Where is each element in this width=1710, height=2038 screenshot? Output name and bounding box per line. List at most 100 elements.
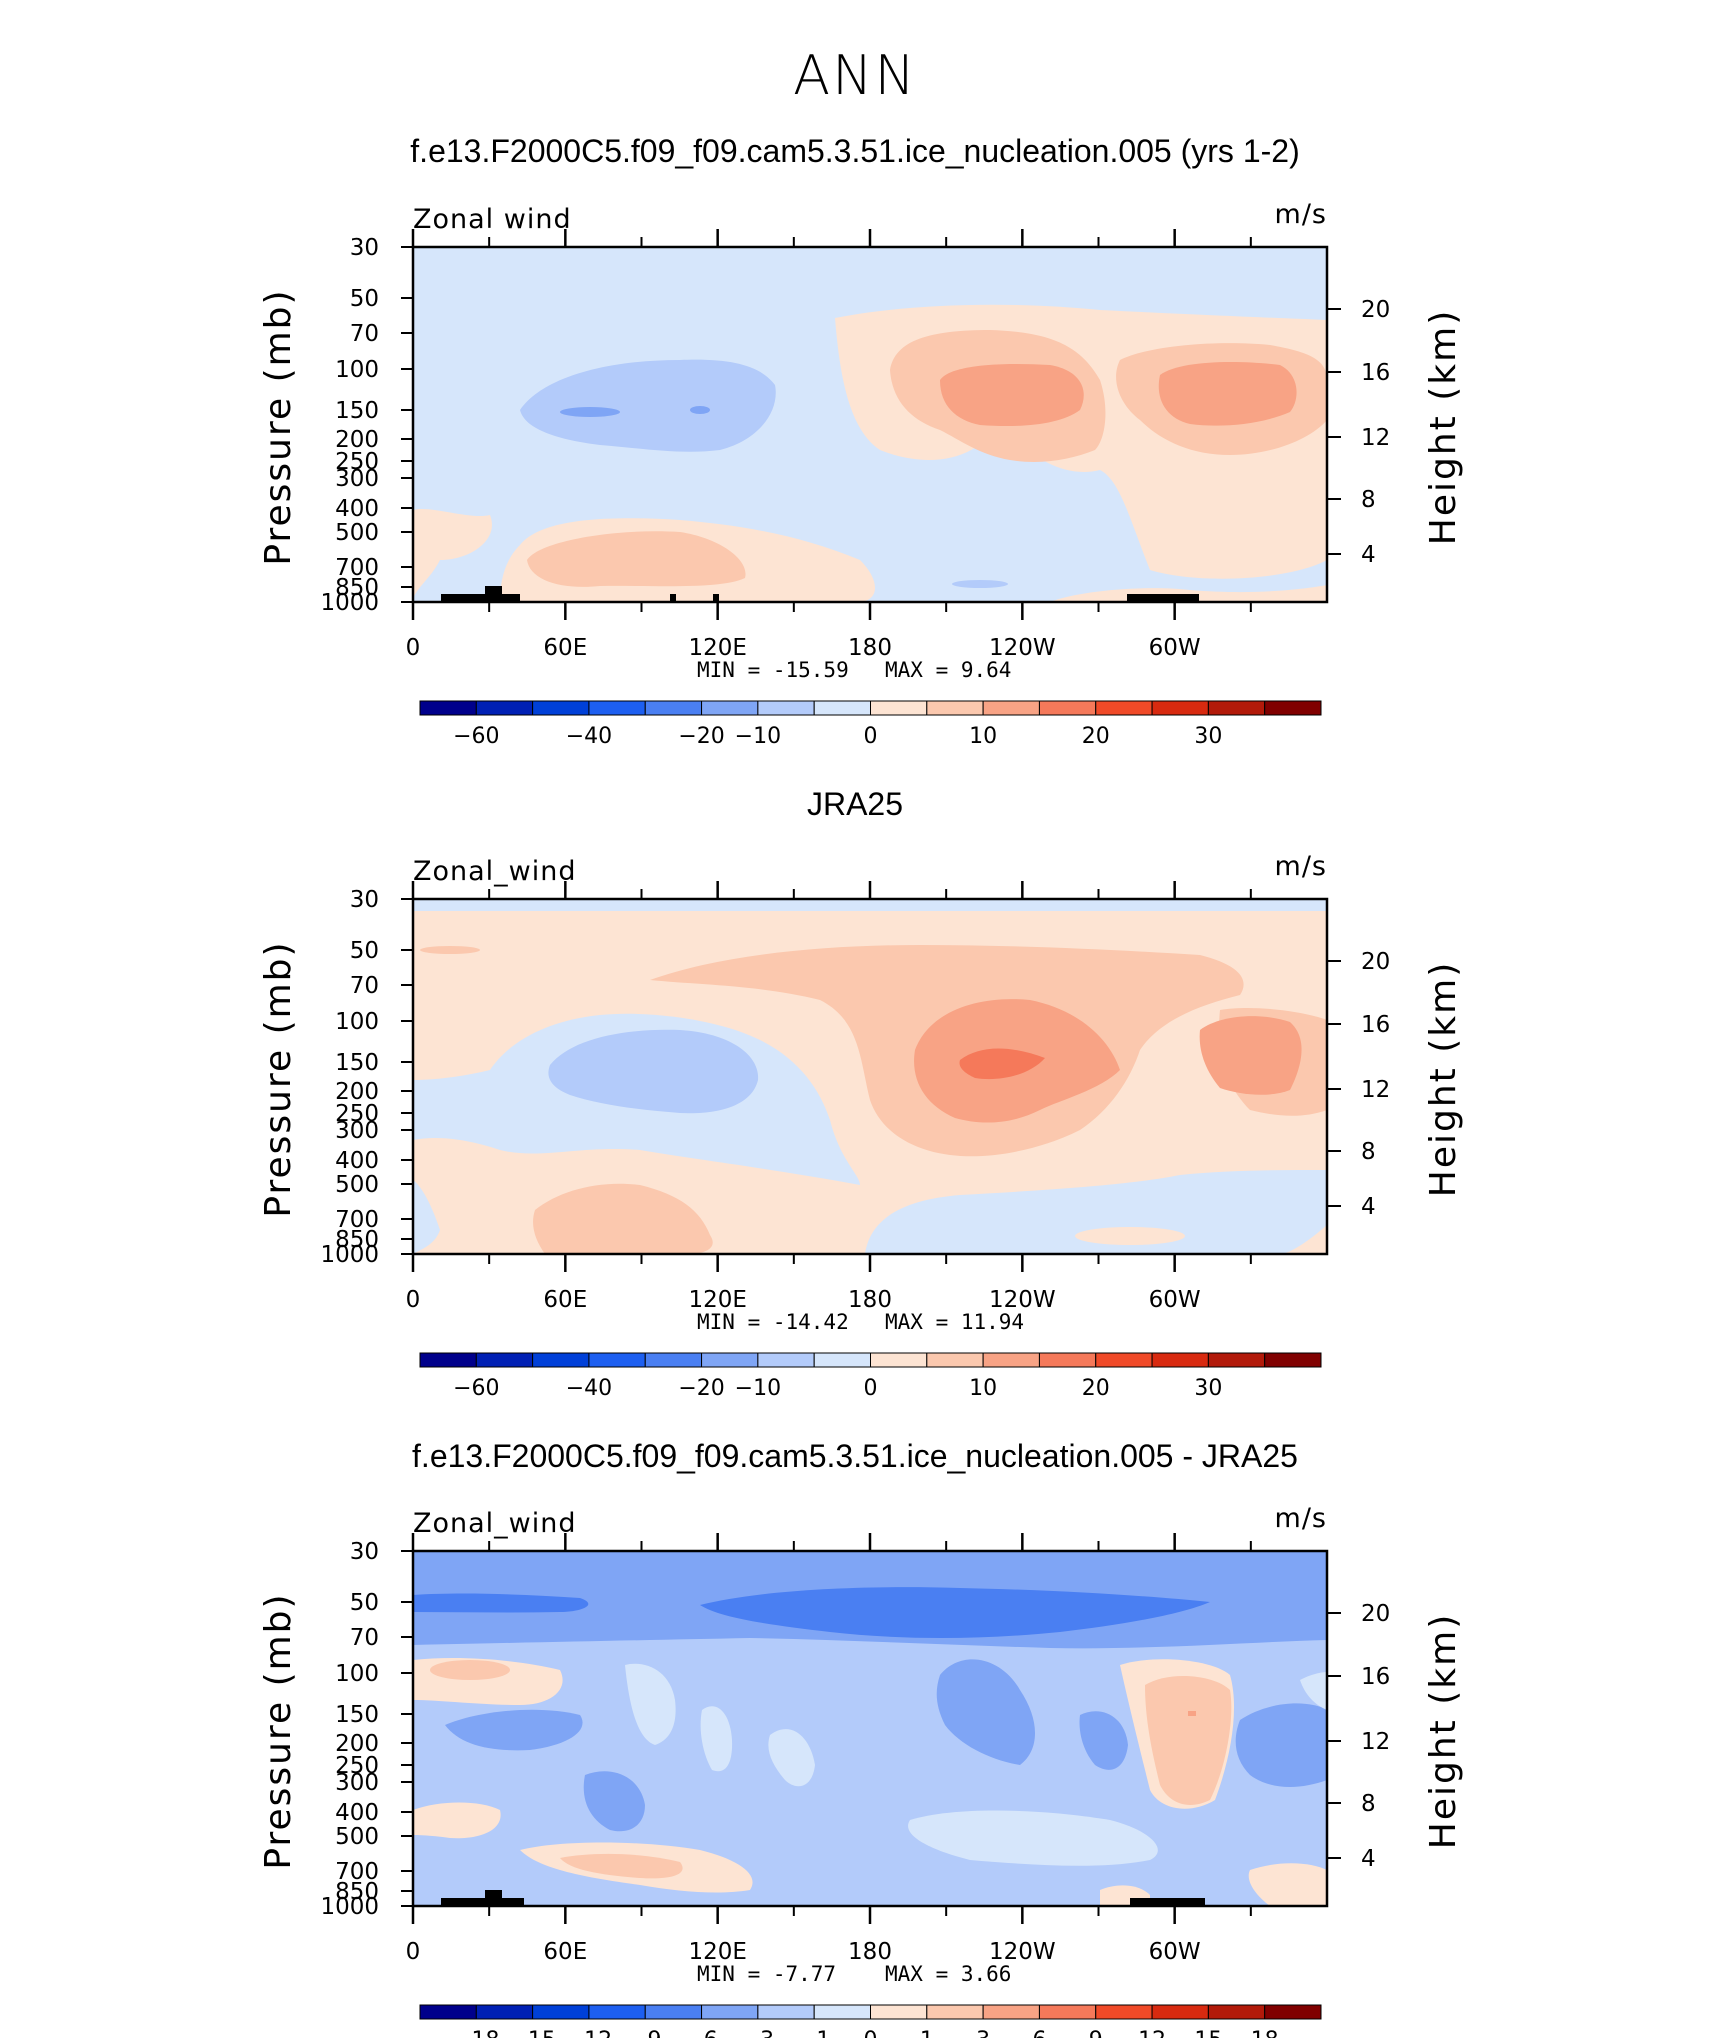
- p2-colorbar-label: 0: [864, 1376, 878, 1401]
- p1-colorbar-label: 20: [1082, 724, 1110, 749]
- p3-ylabel-right: Height (km): [1423, 1613, 1464, 1849]
- p2-colorbar-label: 10: [969, 1376, 997, 1401]
- p3-colorbar-label: 6: [1032, 2028, 1046, 2038]
- p1-colorbar-swatch: [1038, 700, 1097, 716]
- p3-colorbar-label: 12: [1138, 2028, 1166, 2038]
- p2-colorbar-swatch: [982, 1352, 1040, 1368]
- p1-colorbar-swatch: [926, 700, 984, 716]
- p3-ylabel: Pressure (mb): [258, 1592, 299, 1869]
- p1-ytick-label: 700: [335, 555, 379, 581]
- p1-colorbar-label: 0: [864, 724, 878, 749]
- p1-colorbar-swatch: [813, 700, 871, 716]
- p2-ylabel: Pressure (mb): [258, 940, 299, 1217]
- p2-colorbar-swatch: [813, 1352, 871, 1368]
- p2-colorbar-swatch: [1095, 1352, 1153, 1368]
- p1-colorbar-swatch: [1095, 700, 1153, 716]
- p3-colorbar-label: 0: [864, 2028, 878, 2038]
- p2-ytick-label: 70: [350, 973, 379, 999]
- p1-jet-a-core: [940, 363, 1084, 427]
- p3-xtick-label: 120E: [688, 1939, 746, 1965]
- panel-1-contours: [413, 247, 1327, 602]
- p2-ytick-right-label: 4: [1361, 1194, 1376, 1220]
- p3-colorbar-swatch: [644, 2004, 703, 2020]
- panel-3-contours: [413, 1551, 1327, 1906]
- p1-xtick-label: 0: [406, 635, 421, 661]
- p2-colorbar-swatch: [419, 1352, 477, 1368]
- p1-ytick-label: 300: [335, 466, 379, 492]
- p2-ytick-label: 700: [335, 1207, 379, 1233]
- p3-negative-d: [583, 1771, 645, 1832]
- p2-colorbar-swatch: [1264, 1352, 1322, 1368]
- p2-colorbar-swatch: [1151, 1352, 1209, 1368]
- panel-3: [411, 1549, 1329, 1908]
- p1-ytick-right-label: 4: [1361, 542, 1376, 568]
- p3-light-lower: [908, 1810, 1158, 1866]
- p3-ytick-label: 200: [335, 1731, 379, 1757]
- p2-ytick-label: 150: [335, 1050, 379, 1076]
- p3-colorbar-label: 18: [1251, 2028, 1279, 2038]
- p1-ytick-right-label: 8: [1361, 487, 1376, 513]
- p1-colorbar-label: −60: [453, 724, 499, 749]
- p3-colorbar-swatch: [419, 2004, 477, 2020]
- p2-max-label: MAX = 11.94: [885, 1310, 1024, 1334]
- p1-jet-b-core: [1158, 362, 1297, 426]
- p3-ytick-right-label: 20: [1361, 1601, 1390, 1627]
- p3-units-label: m/s: [1275, 1503, 1327, 1534]
- p2-lower-negative-west: [413, 1180, 440, 1254]
- p1-colorbar-label: −20: [678, 724, 724, 749]
- p1-colorbar-swatch: [870, 700, 928, 716]
- p2-colorbar-swatch: [532, 1352, 590, 1368]
- p2-min-label: MIN = -14.42: [697, 1310, 849, 1334]
- p1-xtick-label: 120E: [688, 635, 746, 661]
- panel-2: [411, 897, 1329, 1256]
- p2-colorbar-swatch: [644, 1352, 703, 1368]
- p1-ytick-label: 100: [335, 357, 379, 383]
- p1-lower-positive-c: [1050, 585, 1327, 602]
- p2-xtick-label: 120E: [688, 1287, 746, 1313]
- p2-ytick-right-label: 12: [1361, 1077, 1390, 1103]
- p1-colorbar-swatch: [701, 700, 759, 716]
- p1-colorbar-swatch: [644, 700, 703, 716]
- p1-ylabel: Pressure (mb): [258, 288, 299, 565]
- p1-ytick-label: 1000: [320, 590, 379, 616]
- p2-colorbar-swatch: [1207, 1352, 1266, 1368]
- p1-topography-c: [713, 594, 719, 602]
- p2-xtick-label: 0: [406, 1287, 421, 1313]
- p3-positive-west-core: [430, 1660, 510, 1680]
- p3-ytick-right-label: 16: [1361, 1664, 1390, 1690]
- p3-lower-positive-a: [413, 1802, 501, 1839]
- p1-topography-a: [441, 586, 520, 602]
- p3-light-a: [625, 1663, 676, 1745]
- p1-ytick-right-label: 16: [1361, 360, 1390, 386]
- p1-xtick-label: 180: [848, 635, 892, 661]
- p3-colorbar-label: 9: [1089, 2028, 1103, 2038]
- p3-light-c: [768, 1729, 815, 1787]
- p3-xtick-label: 60W: [1149, 1939, 1201, 1965]
- p1-colorbar-label: 30: [1194, 724, 1222, 749]
- panel-2-title: JRA25: [806, 786, 904, 822]
- p2-colorbar-swatch: [475, 1352, 534, 1368]
- p2-top-negative: [413, 899, 1327, 911]
- p1-ytick-right-label: 12: [1361, 425, 1390, 451]
- p3-ytick-right-label: 4: [1361, 1846, 1376, 1872]
- panel-2-contours: [413, 899, 1327, 1254]
- p3-colorbar-label: 1: [920, 2028, 934, 2038]
- p3-ytick-label: 250: [335, 1753, 379, 1779]
- p3-positive-max: [1188, 1711, 1196, 1716]
- p3-ytick-label: 700: [335, 1859, 379, 1885]
- p2-xtick-label: 60E: [543, 1287, 587, 1313]
- p3-colorbar-swatch: [532, 2004, 590, 2020]
- p1-ytick-label: 50: [350, 286, 379, 312]
- p3-min-label: MIN = -7.77: [697, 1962, 836, 1986]
- p2-xtick-label: 120W: [989, 1287, 1056, 1313]
- p3-colorbar-swatch: [757, 2004, 815, 2020]
- p1-colorbar-label: 10: [969, 724, 997, 749]
- p1-xtick-label: 120W: [989, 635, 1056, 661]
- p3-colorbar-label: 3: [976, 2028, 990, 2038]
- p3-colorbar-swatch: [982, 2004, 1040, 2020]
- page-title: ANN: [793, 44, 917, 107]
- p2-colorbar-swatch: [1038, 1352, 1097, 1368]
- p1-ytick-label: 70: [350, 321, 379, 347]
- p3-negative-b: [936, 1659, 1035, 1765]
- p3-light-east: [1300, 1672, 1327, 1710]
